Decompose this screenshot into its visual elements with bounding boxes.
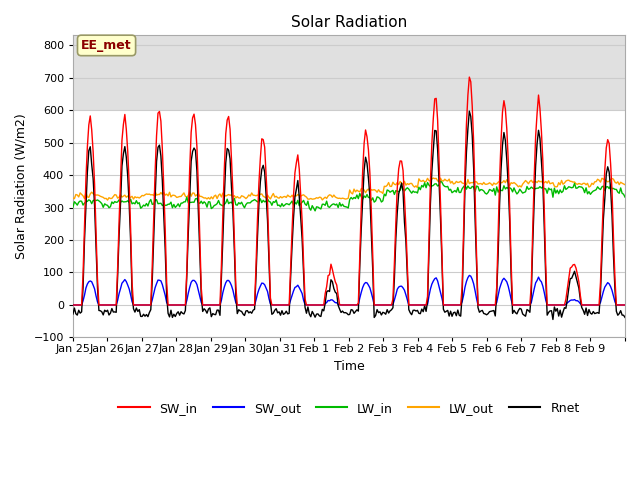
SW_out	[618, 302, 626, 308]
Rnet	[69, 311, 77, 317]
Line: LW_in: LW_in	[73, 181, 625, 211]
Rnet	[621, 314, 629, 320]
Rnet	[105, 312, 113, 318]
Rnet	[463, 149, 470, 155]
SW_out	[621, 302, 629, 308]
LW_in	[69, 204, 77, 210]
SW_in	[621, 302, 629, 308]
Line: LW_out: LW_out	[73, 178, 625, 200]
LW_out	[104, 197, 111, 203]
LW_in	[620, 192, 627, 197]
Legend: SW_in, SW_out, LW_in, LW_out, Rnet: SW_in, SW_out, LW_in, LW_out, Rnet	[113, 396, 584, 420]
Line: SW_in: SW_in	[73, 77, 625, 305]
LW_out	[355, 188, 362, 194]
LW_in	[105, 205, 113, 211]
Y-axis label: Solar Radiation (W/m2): Solar Radiation (W/m2)	[15, 114, 28, 259]
LW_out	[88, 189, 95, 195]
Line: Rnet: Rnet	[73, 111, 625, 320]
SW_out	[353, 302, 361, 308]
Title: Solar Radiation: Solar Radiation	[291, 15, 407, 30]
Rnet	[88, 161, 95, 167]
SW_out	[546, 302, 554, 308]
SW_out	[465, 273, 473, 278]
SW_out	[105, 302, 113, 308]
LW_out	[107, 196, 115, 202]
Rnet	[549, 317, 557, 323]
SW_in	[618, 302, 626, 308]
SW_in	[105, 302, 113, 308]
LW_out	[548, 180, 556, 186]
Text: EE_met: EE_met	[81, 39, 132, 52]
X-axis label: Time: Time	[333, 360, 364, 373]
LW_in	[355, 196, 362, 202]
SW_in	[463, 121, 470, 127]
LW_out	[465, 181, 473, 187]
LW_out	[621, 182, 629, 188]
LW_in	[311, 208, 319, 214]
Line: SW_out: SW_out	[73, 276, 625, 305]
LW_in	[548, 186, 556, 192]
SW_in	[88, 127, 95, 132]
SW_in	[69, 302, 77, 308]
LW_in	[88, 201, 95, 206]
SW_out	[88, 279, 95, 285]
Rnet	[353, 307, 361, 312]
SW_out	[463, 278, 470, 284]
Rnet	[465, 108, 473, 114]
SW_out	[69, 302, 77, 308]
LW_in	[621, 194, 629, 200]
SW_in	[546, 302, 554, 308]
SW_in	[353, 302, 361, 308]
Bar	[73, 36, 625, 110]
LW_out	[620, 181, 627, 187]
LW_out	[429, 175, 437, 181]
Rnet	[546, 308, 554, 314]
LW_in	[436, 178, 444, 184]
SW_in	[465, 74, 473, 80]
LW_out	[69, 195, 77, 201]
Rnet	[620, 312, 627, 318]
LW_in	[465, 185, 473, 191]
